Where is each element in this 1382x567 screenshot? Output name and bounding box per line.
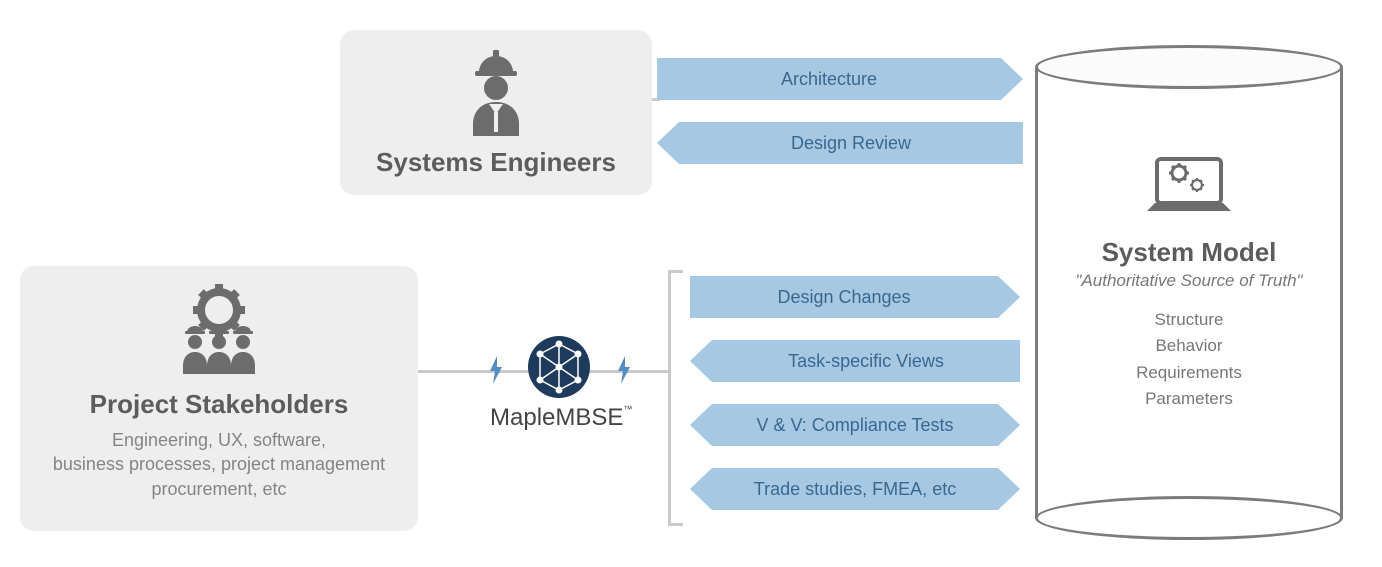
- lightning-right-icon: [616, 356, 632, 390]
- system-model-subtitle: "Authoritative Source of Truth": [1035, 271, 1343, 291]
- systems-engineers-title: Systems Engineers: [352, 147, 640, 178]
- system-model-item: Behavior: [1035, 333, 1343, 359]
- arrow-label: Design Changes: [690, 276, 998, 318]
- system-model-items: Structure Behavior Requirements Paramete…: [1035, 307, 1343, 412]
- project-stakeholders-subtitle: Engineering, UX, software, business proc…: [32, 428, 406, 501]
- arrow-architecture: Architecture: [657, 58, 1023, 100]
- maplembse-text: MapleMBSE: [490, 404, 623, 431]
- arrow-task-views: Task-specific Views: [690, 340, 1020, 382]
- project-stakeholders-title: Project Stakeholders: [32, 389, 406, 420]
- engineer-icon: [352, 46, 640, 141]
- laptop-gears-icon: [1035, 153, 1343, 228]
- arrow-label: Trade studies, FMEA, etc: [712, 468, 998, 510]
- system-model-item: Structure: [1035, 307, 1343, 333]
- team-gear-icon: [32, 284, 406, 385]
- arrow-label: Architecture: [657, 58, 1001, 100]
- maplembse-label: MapleMBSE™: [490, 404, 632, 432]
- maplembse-tm: ™: [623, 404, 632, 414]
- system-model-item: Parameters: [1035, 386, 1343, 412]
- bracket: [668, 270, 671, 526]
- maplembse-logo-icon: [526, 334, 592, 405]
- arrow-label: Design Review: [679, 122, 1023, 164]
- system-model-title: System Model: [1035, 237, 1343, 268]
- arrow-trade: Trade studies, FMEA, etc: [690, 468, 1020, 510]
- system-model-item: Requirements: [1035, 360, 1343, 386]
- system-model-cylinder: System Model "Authoritative Source of Tr…: [1035, 45, 1343, 540]
- project-stakeholders-box: Project Stakeholders Engineering, UX, so…: [20, 266, 418, 531]
- arrow-design-changes: Design Changes: [690, 276, 1020, 318]
- arrow-label: V & V: Compliance Tests: [712, 404, 998, 446]
- arrow-label: Task-specific Views: [712, 340, 1020, 382]
- arrow-design-review: Design Review: [657, 122, 1023, 164]
- systems-engineers-box: Systems Engineers: [340, 30, 652, 195]
- arrow-vv: V & V: Compliance Tests: [690, 404, 1020, 446]
- lightning-left-icon: [488, 356, 504, 390]
